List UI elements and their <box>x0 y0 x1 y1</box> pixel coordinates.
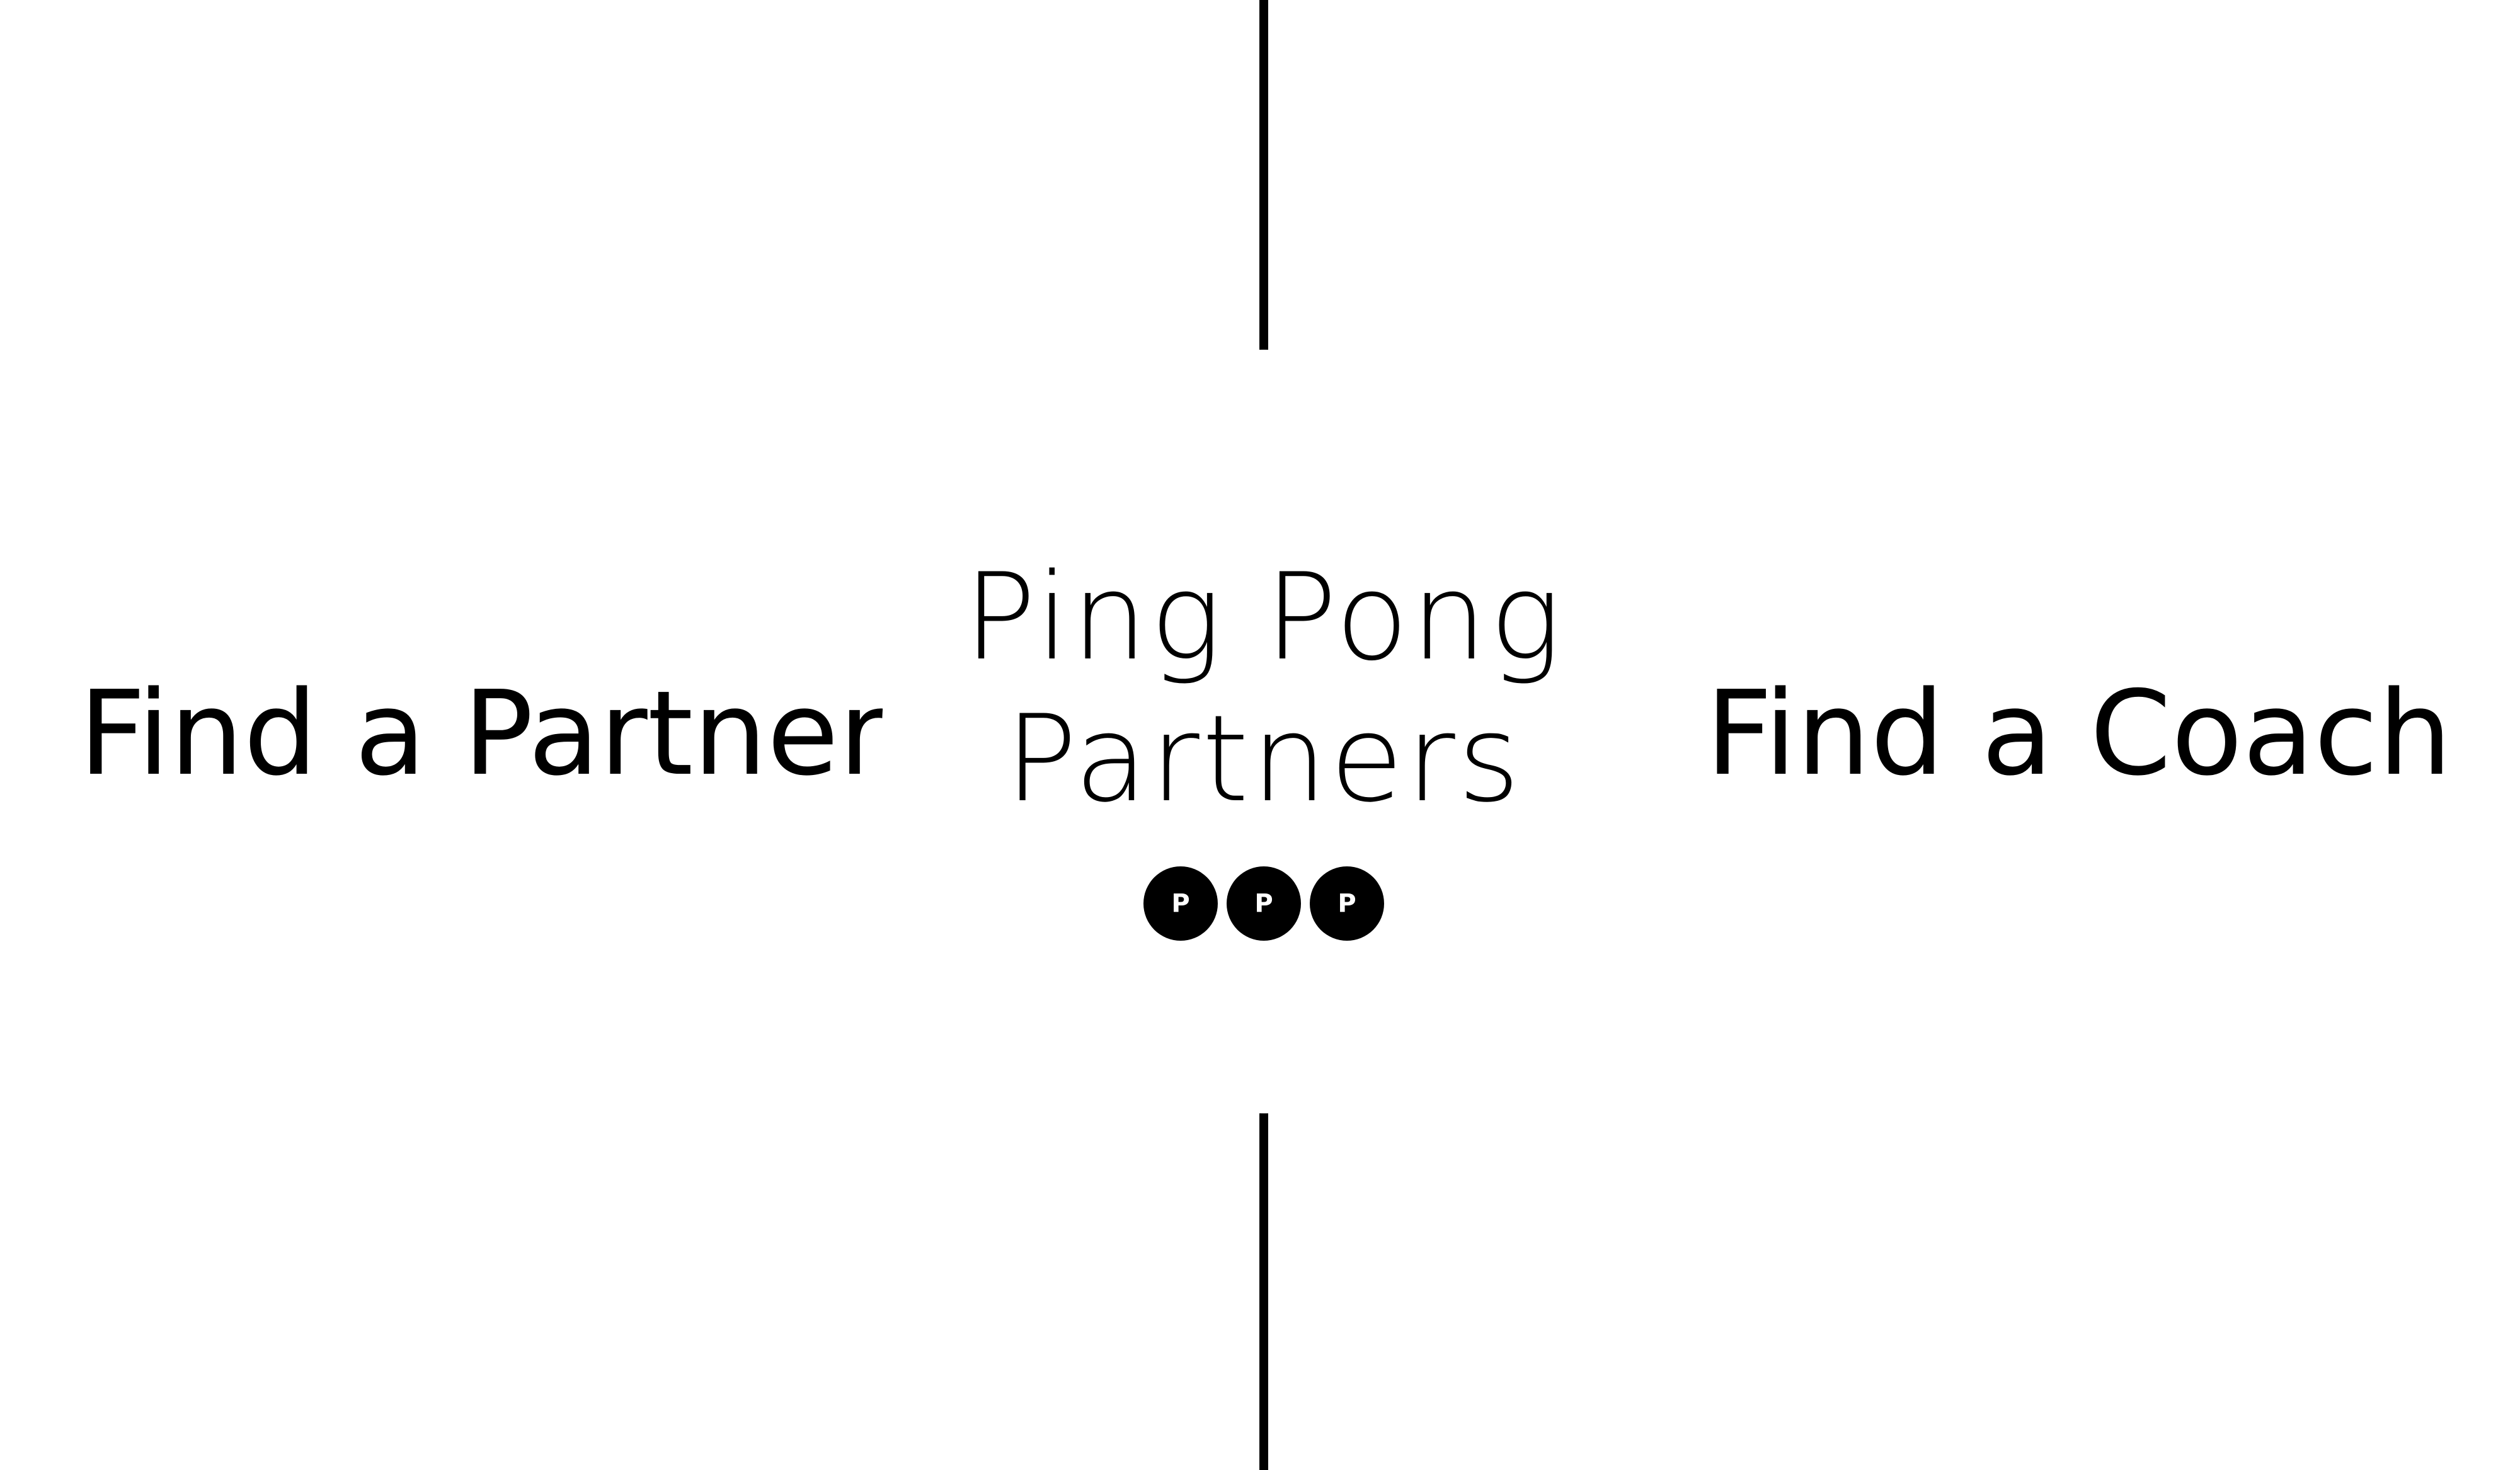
logo-balls: P P P <box>882 866 1646 941</box>
ping-pong-ball-icon: P <box>1227 866 1301 941</box>
center-divider-bottom <box>1259 1103 1268 1470</box>
ping-pong-partners-logo[interactable]: Ping Pong Partners P P P <box>882 350 1646 1113</box>
logo-title-line2: Partners <box>1005 689 1523 829</box>
ping-pong-ball-icon: P <box>1310 866 1384 941</box>
find-coach-link[interactable]: Find a Coach <box>1705 665 2452 801</box>
center-divider-top <box>1259 0 1268 365</box>
logo-title-line1: Ping Pong <box>963 548 1564 687</box>
ping-pong-ball-icon: P <box>1143 866 1218 941</box>
find-partner-link[interactable]: Find a Partner <box>79 665 887 801</box>
